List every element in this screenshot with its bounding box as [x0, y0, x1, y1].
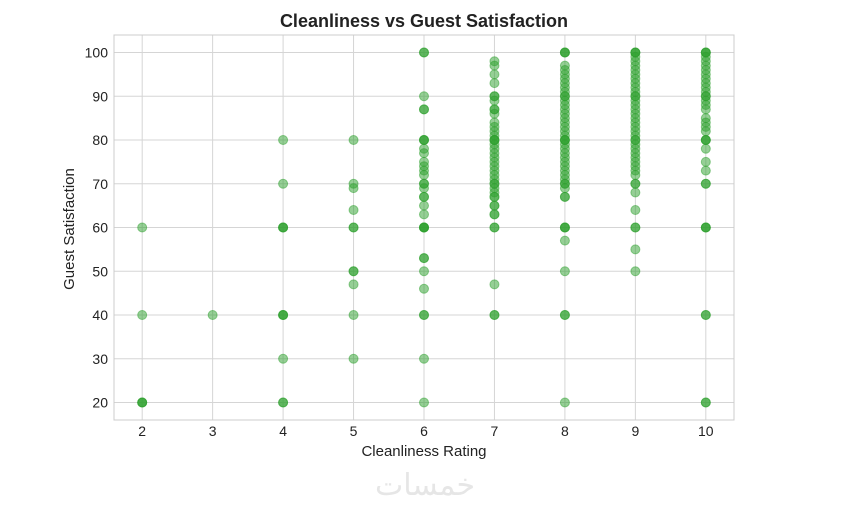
data-point	[348, 266, 359, 277]
data-point	[348, 205, 359, 215]
data-point	[278, 310, 289, 320]
data-point	[559, 183, 570, 194]
data-point	[489, 191, 500, 202]
chart-title: Cleanliness vs Guest Satisfaction	[280, 11, 568, 31]
data-point	[630, 187, 641, 198]
data-point	[419, 222, 429, 233]
data-point	[348, 279, 359, 290]
data-point	[489, 78, 500, 89]
data-point	[700, 397, 711, 408]
y-axis-label: Guest Satisfaction	[61, 168, 78, 290]
data-point	[700, 222, 711, 233]
data-point	[348, 310, 359, 320]
data-point	[489, 69, 500, 80]
data-point	[700, 165, 711, 176]
data-point	[419, 266, 429, 277]
y-tick-label: 100	[85, 45, 109, 61]
data-point	[700, 156, 711, 167]
data-point	[489, 95, 500, 106]
data-point	[630, 266, 641, 277]
data-point	[559, 235, 570, 246]
data-point	[700, 310, 711, 320]
data-point	[419, 91, 429, 102]
data-point	[137, 397, 148, 408]
data-point	[700, 135, 711, 145]
data-point	[419, 353, 429, 364]
data-point	[278, 135, 289, 145]
data-point	[207, 310, 218, 320]
plot-frame	[113, 34, 735, 421]
data-point	[419, 47, 429, 58]
data-point	[559, 310, 570, 320]
data-point	[559, 47, 570, 58]
x-tick-label: 3	[209, 423, 217, 439]
y-tick-label: 40	[92, 307, 108, 323]
data-point	[419, 283, 429, 294]
x-tick-label: 4	[279, 423, 287, 439]
y-tick-label: 80	[92, 132, 108, 148]
data-point	[348, 135, 359, 145]
data-point	[419, 183, 429, 194]
data-point	[700, 104, 711, 115]
x-tick-label: 9	[631, 423, 639, 439]
data-point	[559, 397, 570, 408]
data-point	[630, 244, 641, 255]
data-point	[348, 183, 359, 194]
data-point	[137, 310, 148, 320]
data-point	[489, 200, 500, 211]
x-tick-label: 2	[138, 423, 146, 439]
data-point	[278, 178, 289, 189]
data-point	[419, 191, 429, 202]
y-tick-labels: 20 30 40 50 60 70 80 90 100	[85, 45, 109, 411]
data-point	[419, 397, 429, 408]
data-point	[419, 104, 429, 115]
data-points	[137, 47, 711, 408]
data-point	[489, 222, 500, 233]
x-tick-label: 7	[491, 423, 499, 439]
watermark: خمسات	[375, 468, 475, 503]
y-tick-label: 70	[92, 176, 108, 192]
x-tick-labels: 2 3 4 5 6 7 8 9 10	[138, 423, 714, 439]
data-point	[700, 143, 711, 154]
data-point	[489, 279, 500, 290]
data-point	[278, 222, 289, 233]
data-point	[489, 108, 500, 119]
data-point	[419, 170, 429, 180]
data-point	[489, 209, 500, 220]
data-point	[419, 148, 429, 159]
y-tick-label: 30	[92, 351, 108, 367]
data-point	[419, 209, 429, 220]
y-tick-label: 90	[92, 88, 108, 104]
data-point	[630, 222, 641, 233]
y-tick-label: 60	[92, 220, 108, 236]
data-point	[278, 397, 289, 408]
data-point	[137, 222, 148, 233]
x-tick-label: 6	[420, 423, 428, 439]
x-tick-label: 8	[561, 423, 569, 439]
data-point	[630, 170, 641, 180]
x-axis-label: Cleanliness Rating	[361, 443, 486, 460]
data-point	[559, 222, 570, 233]
data-point	[489, 310, 500, 320]
data-point	[489, 60, 500, 71]
data-point	[630, 178, 641, 189]
data-point	[419, 200, 429, 211]
x-tick-label: 5	[350, 423, 358, 439]
data-point	[348, 353, 359, 364]
data-point	[559, 191, 570, 202]
y-tick-label: 20	[92, 395, 108, 411]
y-tick-label: 50	[92, 263, 108, 279]
data-point	[278, 353, 289, 364]
data-point	[419, 310, 429, 320]
data-point	[630, 205, 641, 215]
data-point	[419, 253, 429, 264]
data-point	[559, 266, 570, 277]
data-point	[348, 222, 359, 233]
data-point	[419, 135, 429, 145]
data-point	[700, 178, 711, 189]
x-tick-label: 10	[698, 423, 714, 439]
data-point	[700, 126, 711, 137]
